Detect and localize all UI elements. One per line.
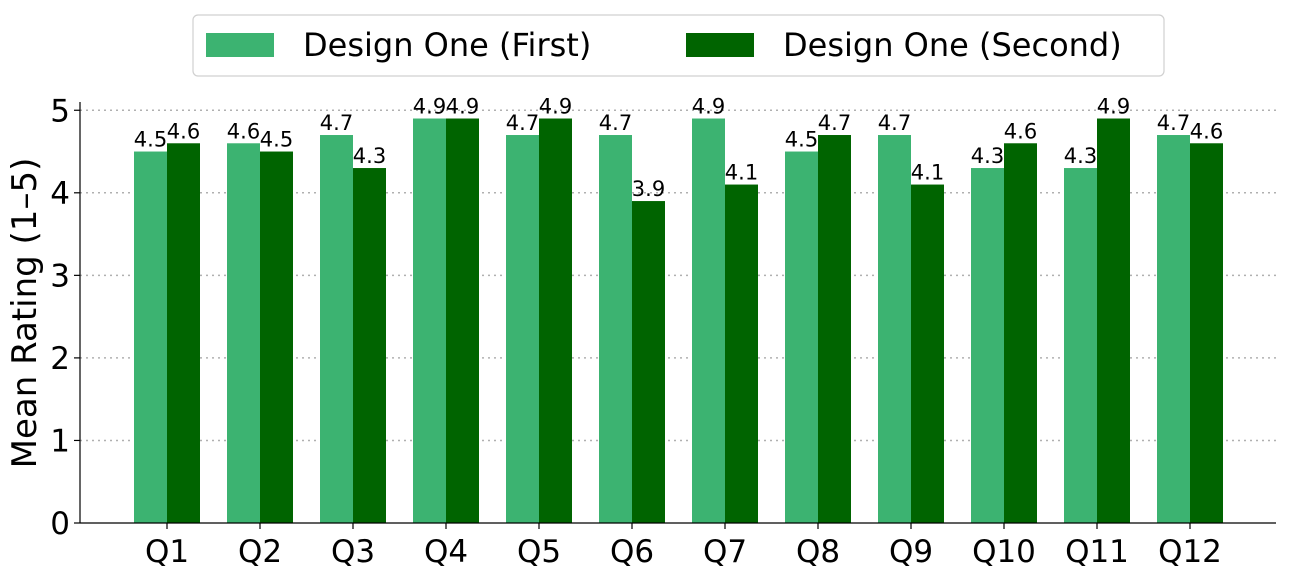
- bar-second-q3: [353, 168, 386, 523]
- x-tick-label-q1: Q1: [145, 534, 189, 570]
- x-tick-label-q7: Q7: [703, 534, 747, 570]
- legend-swatch-first: [206, 33, 274, 57]
- bar-first-q5: [506, 135, 539, 524]
- data-label-second-q11: 4.9: [1097, 95, 1130, 119]
- data-label-first-q10: 4.3: [971, 144, 1004, 168]
- data-label-second-q5: 4.9: [539, 95, 572, 119]
- data-labels: 4.5 4.6 4.74.94.7 4.74.94.54.74.3 4.34.74.6 4…: [134, 95, 1223, 202]
- data-label-second-q7: 4.1: [725, 161, 758, 185]
- data-label-second-q9: 4.1: [911, 161, 944, 185]
- data-label-second-q8: 4.7: [818, 111, 851, 135]
- bar-first-q3: [320, 135, 353, 524]
- data-label-second-q12: 4.6: [1190, 119, 1223, 143]
- bar-first-q7: [692, 118, 725, 524]
- bar-second-q4: [446, 118, 479, 524]
- bar-first-q2: [227, 143, 260, 523]
- x-tick-label-q5: Q5: [517, 534, 561, 570]
- bar-first-q6: [599, 135, 632, 524]
- bar-second-q9: [911, 184, 944, 524]
- axes: [79, 102, 1276, 524]
- x-tick-label-q12: Q12: [1158, 534, 1222, 570]
- data-label-second-q6: 3.9: [632, 177, 665, 201]
- bar-second-q11: [1097, 118, 1130, 524]
- bar-second-q6: [632, 201, 665, 523]
- legend-label-first: Design One (First): [303, 26, 591, 64]
- bar-first-q10: [971, 168, 1004, 523]
- data-label-second-q1: 4.6: [167, 119, 200, 143]
- data-label-second-q2: 4.5: [260, 128, 293, 152]
- x-tick-label-q4: Q4: [424, 534, 468, 570]
- legend-swatch-second: [686, 33, 754, 57]
- legend-label-second: Design One (Second): [783, 26, 1122, 64]
- data-label-second-q4: 4.9: [446, 95, 479, 119]
- bar-second-q12: [1190, 143, 1223, 523]
- data-label-second-q3: 4.3: [353, 144, 386, 168]
- y-ticks: 0 1 2 3 4 5: [50, 93, 80, 542]
- y-tick-label: 5: [50, 93, 70, 129]
- data-label-first-q12: 4.7: [1157, 111, 1190, 135]
- bars: [134, 118, 1223, 524]
- data-label-first-q6: 4.7: [599, 111, 632, 135]
- data-label-first-q8: 4.5: [785, 128, 818, 152]
- data-label-first-q11: 4.3: [1064, 144, 1097, 168]
- y-tick-label: 4: [50, 176, 70, 212]
- x-ticks: Q1 Q2 Q3 Q4 Q5 Q6 Q7 Q8 Q9 Q10 Q11 Q12: [145, 523, 1222, 570]
- bar-first-q4: [413, 118, 446, 524]
- bar-first-q1: [134, 151, 167, 523]
- x-tick-label-q8: Q8: [796, 534, 840, 570]
- bar-second-q2: [260, 151, 293, 523]
- data-label-first-q5: 4.7: [506, 111, 539, 135]
- data-label-first-q9: 4.7: [878, 111, 911, 135]
- data-label-second-q10: 4.6: [1004, 119, 1037, 143]
- bar-second-q5: [539, 118, 572, 524]
- bar-first-q9: [878, 135, 911, 524]
- bar-first-q8: [785, 151, 818, 523]
- y-tick-label: 1: [50, 423, 70, 459]
- x-tick-label-q2: Q2: [238, 534, 282, 570]
- legend: Design One (First) Design One (Second): [192, 14, 1165, 77]
- y-tick-label: 2: [50, 341, 70, 377]
- x-tick-label-q9: Q9: [889, 534, 933, 570]
- data-label-first-q4: 4.9: [413, 95, 446, 119]
- x-tick-label-q11: Q11: [1065, 534, 1129, 570]
- bar-second-q10: [1004, 143, 1037, 523]
- y-tick-label: 3: [50, 258, 70, 294]
- y-tick-label: 0: [50, 506, 70, 542]
- x-tick-label-q10: Q10: [972, 534, 1036, 570]
- y-axis-label: Mean Rating (1–5): [5, 158, 45, 469]
- bar-second-q1: [167, 143, 200, 523]
- bar-first-q11: [1064, 168, 1097, 523]
- x-tick-label-q6: Q6: [610, 534, 654, 570]
- x-tick-label-q3: Q3: [331, 534, 375, 570]
- bar-second-q7: [725, 184, 758, 524]
- bar-first-q12: [1157, 135, 1190, 524]
- legend-frame: [192, 14, 1165, 77]
- data-label-first-q7: 4.9: [692, 95, 725, 119]
- bar-second-q8: [818, 135, 851, 524]
- data-label-first-q1: 4.5: [134, 128, 167, 152]
- data-label-first-q2: 4.6: [227, 119, 260, 143]
- data-label-first-q3: 4.7: [320, 111, 353, 135]
